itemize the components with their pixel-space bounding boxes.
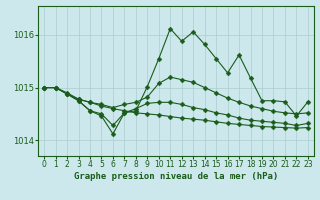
X-axis label: Graphe pression niveau de la mer (hPa): Graphe pression niveau de la mer (hPa): [74, 172, 278, 181]
